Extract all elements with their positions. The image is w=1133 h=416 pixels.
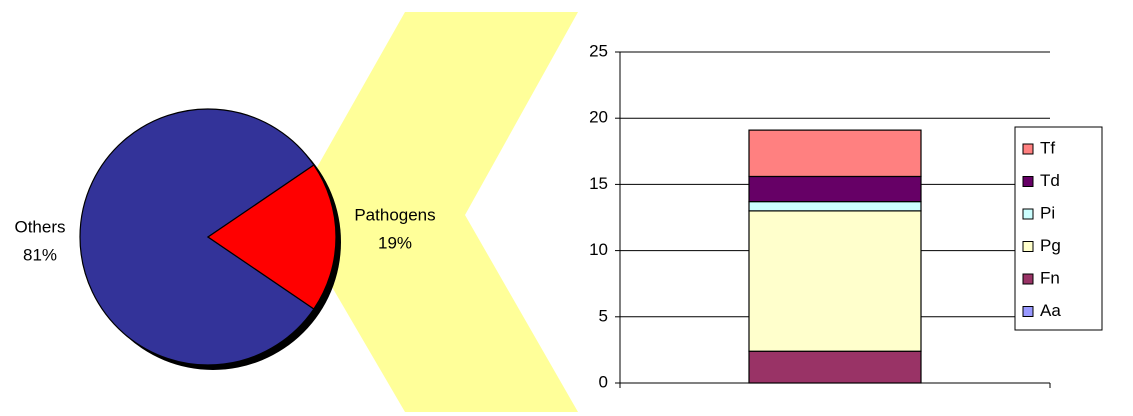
legend-label: Aa <box>1040 301 1061 320</box>
chevron-background <box>290 12 578 412</box>
bar-segment <box>748 350 922 384</box>
pie-value-label: 19% <box>378 233 412 252</box>
y-tick-label: 10 <box>589 240 608 259</box>
y-tick-label: 15 <box>589 174 608 193</box>
pie-slice <box>206 164 337 310</box>
bar-segment <box>748 210 922 352</box>
pie-slice <box>79 108 315 366</box>
legend-box <box>1014 126 1103 331</box>
y-tick-label: 25 <box>589 41 608 60</box>
legend-label: Td <box>1040 171 1060 190</box>
pie-label: Pathogens <box>354 205 435 224</box>
legend-swatch <box>1022 306 1034 317</box>
pie-value-label: 81% <box>23 245 57 264</box>
y-tick-label: 20 <box>589 108 608 127</box>
legend-swatch <box>1022 143 1034 155</box>
bar-segment <box>748 201 922 212</box>
bar-segment <box>748 175 922 203</box>
legend-label: Pg <box>1040 236 1061 255</box>
y-tick-label: 0 <box>599 372 608 391</box>
legend-swatch <box>1022 208 1034 220</box>
legend-label: Tf <box>1040 138 1055 157</box>
pie-label: Others <box>14 217 65 236</box>
bar-segment <box>748 129 922 178</box>
y-tick-label: 5 <box>599 306 608 325</box>
legend-swatch <box>1022 176 1034 187</box>
legend-swatch <box>1022 273 1034 285</box>
legend-label: Pi <box>1040 203 1055 222</box>
legend-label: Fn <box>1040 268 1060 287</box>
legend-swatch <box>1022 241 1034 252</box>
